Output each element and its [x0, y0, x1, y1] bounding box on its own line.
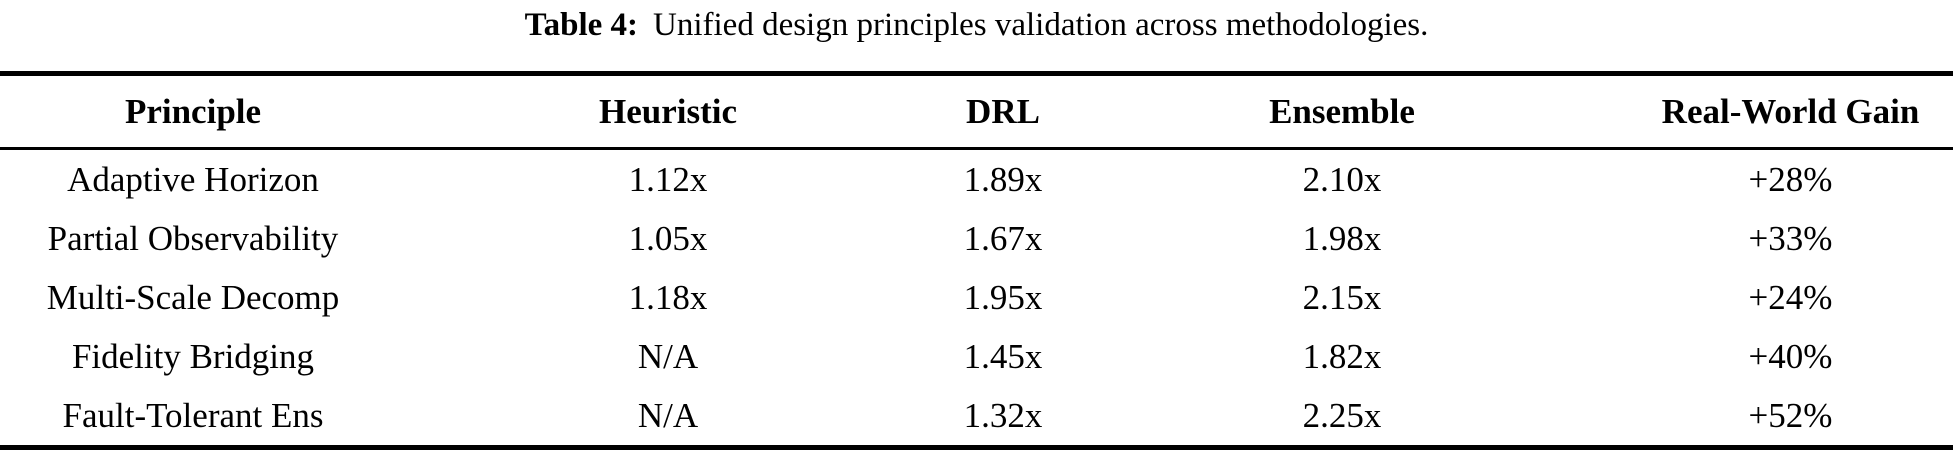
- cell-drl: 1.95x: [963, 277, 1043, 317]
- cell-ensemble: 2.10x: [1302, 159, 1382, 199]
- cell-real-world-gain: +28%: [1748, 159, 1833, 199]
- table-caption: Table 4: Unified design principles valid…: [0, 0, 1953, 50]
- table-row: Partial Observability 1.05x 1.67x 1.98x …: [0, 209, 1953, 268]
- column-header-real-world-gain: Real-World Gain: [1628, 73, 1953, 150]
- column-header-drl: DRL: [950, 73, 1056, 150]
- cell-principle: Fault-Tolerant Ens: [62, 395, 324, 435]
- cell-heuristic: 1.12x: [628, 159, 708, 199]
- cell-principle: Partial Observability: [47, 218, 339, 258]
- table-caption-label: Table 4:: [524, 6, 639, 43]
- table-row: Multi-Scale Decomp 1.18x 1.95x 2.15x +24…: [0, 268, 1953, 327]
- table-row: Fault-Tolerant Ens N/A 1.32x 2.25x +52%: [0, 386, 1953, 448]
- cell-real-world-gain: +33%: [1748, 218, 1833, 258]
- cell-drl: 1.32x: [963, 395, 1043, 435]
- cell-real-world-gain: +40%: [1748, 336, 1833, 376]
- table-caption-text: Unified design principles validation acr…: [653, 6, 1429, 43]
- column-header-principle: Principle: [0, 73, 386, 150]
- cell-ensemble: 2.25x: [1302, 395, 1382, 435]
- cell-principle: Multi-Scale Decomp: [46, 277, 340, 317]
- table-row: Adaptive Horizon 1.12x 1.89x 2.10x +28%: [0, 149, 1953, 210]
- header-row: Principle Heuristic DRL Ensemble Real-Wo…: [0, 73, 1953, 150]
- cell-ensemble: 2.15x: [1302, 277, 1382, 317]
- results-table: Principle Heuristic DRL Ensemble Real-Wo…: [0, 71, 1953, 450]
- cell-drl: 1.45x: [963, 336, 1043, 376]
- cell-heuristic: N/A: [637, 395, 699, 435]
- cell-heuristic: 1.18x: [628, 277, 708, 317]
- cell-real-world-gain: +52%: [1748, 395, 1833, 435]
- cell-heuristic: 1.05x: [628, 218, 708, 258]
- cell-real-world-gain: +24%: [1748, 277, 1833, 317]
- cell-drl: 1.67x: [963, 218, 1043, 258]
- cell-principle: Adaptive Horizon: [67, 159, 319, 199]
- column-header-heuristic: Heuristic: [386, 73, 950, 150]
- table-row: Fidelity Bridging N/A 1.45x 1.82x +40%: [0, 327, 1953, 386]
- cell-ensemble: 1.98x: [1302, 218, 1382, 258]
- cell-heuristic: N/A: [637, 336, 699, 376]
- cell-drl: 1.89x: [963, 159, 1043, 199]
- column-header-ensemble: Ensemble: [1056, 73, 1628, 150]
- cell-principle: Fidelity Bridging: [71, 336, 315, 376]
- cell-ensemble: 1.82x: [1302, 336, 1382, 376]
